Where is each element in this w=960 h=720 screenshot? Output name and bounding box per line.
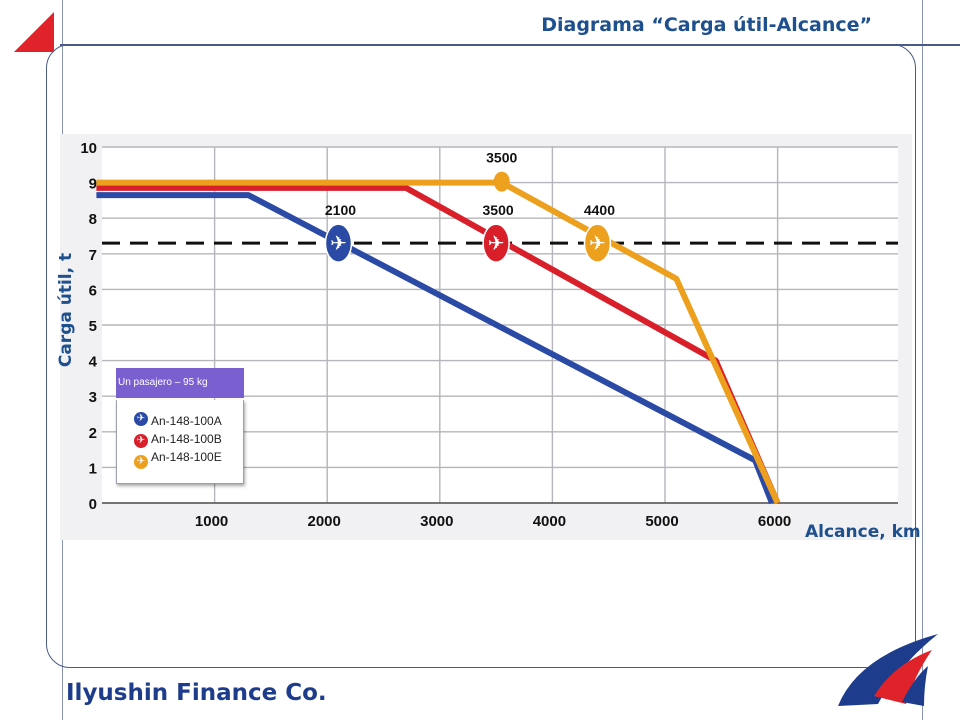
airplane-icon: ✈ (134, 434, 148, 448)
top-marker (493, 171, 510, 192)
marker-label: 4400 (584, 202, 615, 218)
marker-label: 2100 (325, 202, 356, 218)
y-tick-label: 3 (89, 389, 97, 406)
legend: ✈ An-148-100A ✈ An-148-100B ✈ An-148-100… (116, 400, 244, 484)
y-tick-label: 10 (80, 140, 97, 157)
legend-item: An-148-100E (151, 450, 222, 464)
corner-logo-icon (14, 12, 54, 52)
x-tick-label: 6000 (758, 513, 791, 530)
airplane-icon: ✈ (589, 231, 606, 255)
y-tick-label: 0 (89, 496, 97, 513)
y-tick-label: 6 (89, 282, 97, 299)
series-line-an-148-100a (96, 192, 775, 505)
airplane-icon: ✈ (330, 231, 347, 255)
x-tick-label: 3000 (420, 513, 453, 530)
page-title: Diagrama “Carga útil-Alcance” (541, 14, 872, 36)
x-axis-label: Alcance, km (805, 522, 921, 542)
airplane-icon: ✈ (134, 455, 148, 469)
marker-label: 3500 (486, 150, 517, 166)
y-tick-label: 4 (89, 354, 98, 371)
legend-item: An-148-100B (151, 432, 222, 446)
y-tick-label: 2 (89, 425, 97, 442)
y-tick-label: 5 (89, 318, 97, 335)
company-name: Ilyushin Finance Co. (66, 680, 327, 706)
x-tick-label: 2000 (308, 513, 341, 530)
x-tick-label: 4000 (533, 513, 566, 530)
x-tick-label: 1000 (195, 513, 228, 530)
legend-item: An-148-100A (151, 414, 222, 428)
y-axis-label: Carga útil, t (56, 252, 76, 368)
y-tick-label: 9 (89, 176, 97, 193)
y-tick-label: 8 (89, 211, 97, 228)
y-tick-label: 1 (89, 460, 97, 477)
x-tick-label: 5000 (645, 513, 678, 530)
frame-vertical-line-right (922, 0, 924, 720)
airplane-icon: ✈ (488, 231, 505, 255)
range-marker (482, 223, 510, 263)
y-tick-label: 7 (89, 247, 97, 264)
legend-header: Un pasajero – 95 kg (116, 368, 244, 398)
company-logo-icon (838, 634, 938, 706)
range-marker (324, 223, 353, 263)
marker-label: 3500 (483, 202, 514, 218)
content-frame (46, 44, 916, 668)
range-marker (583, 223, 612, 263)
airplane-icon: ✈ (134, 412, 148, 426)
